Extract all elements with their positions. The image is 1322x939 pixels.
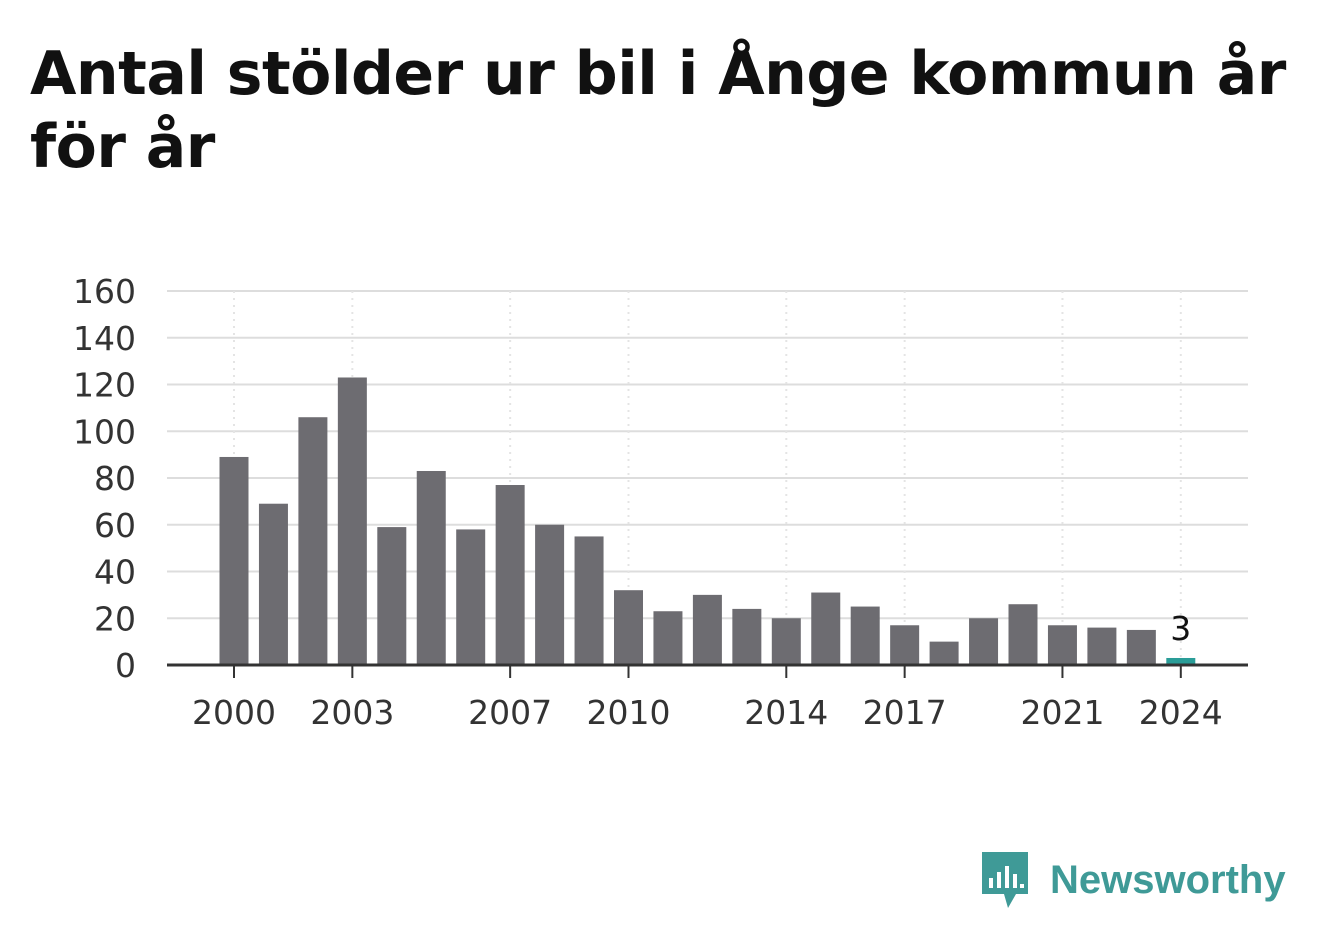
x-tick-label: 2017: [863, 693, 947, 732]
bar-2021: [1047, 625, 1077, 665]
bar-2016: [850, 606, 880, 665]
y-tick-label: 20: [94, 599, 136, 638]
gridlines: [167, 290, 1248, 620]
x-tick-label: 2003: [310, 693, 394, 732]
bar-2001: [258, 503, 288, 665]
bar-2010: [614, 590, 643, 665]
x-axis-ticks: 2000 2003 2007 2010 2014 2017 2021 2024: [192, 665, 1223, 732]
bar-2013: [732, 608, 762, 665]
bars: [167, 377, 1248, 667]
bar-2017: [890, 625, 920, 665]
newsworthy-logo-text: Newsworthy: [1050, 857, 1286, 902]
y-tick-label: 140: [73, 319, 136, 358]
newsworthy-logo-icon: [982, 852, 1028, 908]
bar-2015: [811, 592, 841, 665]
y-axis-ticks: 0 20 40 60 80 100 120 140 160: [73, 272, 136, 685]
bar-2022: [1087, 627, 1117, 665]
x-tick-label: 2010: [587, 693, 671, 732]
data-labels: 3: [1170, 609, 1191, 648]
bar-2004: [377, 527, 407, 665]
bar-2005: [416, 470, 446, 665]
bar-2006: [456, 529, 486, 665]
y-tick-label: 80: [94, 459, 136, 498]
newsworthy-logo: Newsworthy: [980, 850, 1286, 910]
x-tick-label: 2021: [1020, 693, 1104, 732]
x-tick-label: 2024: [1139, 693, 1223, 732]
bar-2007: [495, 485, 525, 665]
bar-2018: [929, 641, 959, 665]
bar-2008: [535, 524, 565, 665]
bar-2023: [1126, 629, 1156, 665]
data-label-2024: 3: [1170, 609, 1191, 648]
bar-2000: [219, 456, 249, 665]
bar-2003: [337, 377, 367, 665]
chart-title: Antal stölder ur bil i Ånge kommun år fö…: [30, 39, 1286, 182]
y-tick-label: 120: [73, 366, 136, 405]
x-tick-label: 2007: [468, 693, 552, 732]
bar-2002: [298, 417, 328, 665]
y-tick-label: 0: [115, 646, 136, 685]
y-tick-label: 100: [73, 412, 136, 451]
y-tick-label: 160: [73, 272, 136, 311]
bar-2019: [969, 618, 999, 665]
bar-2012: [692, 594, 722, 665]
y-tick-label: 60: [94, 506, 136, 545]
x-tick-label: 2000: [192, 693, 276, 732]
x-tick-label: 2014: [744, 693, 828, 732]
bar-2009: [574, 536, 604, 665]
y-tick-label: 40: [94, 553, 136, 592]
bar-2011: [653, 611, 683, 665]
bar-2020: [1008, 604, 1038, 665]
bar-2014: [771, 618, 801, 665]
bar-2024: [1166, 657, 1196, 665]
